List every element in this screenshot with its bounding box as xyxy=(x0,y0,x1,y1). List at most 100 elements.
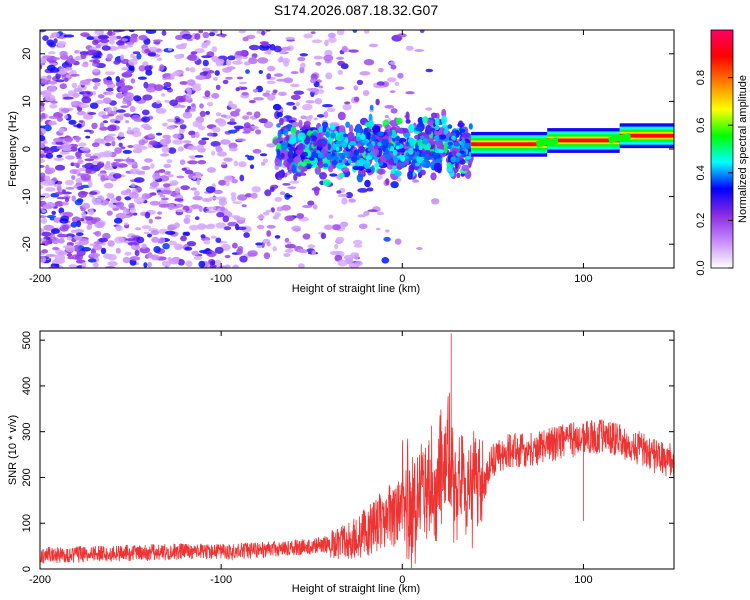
spectrogram-cell xyxy=(140,123,151,129)
spectrogram-cell xyxy=(337,69,343,76)
spectrogram-cell xyxy=(76,167,88,172)
spectrogram-cell xyxy=(107,133,116,137)
spectrogram-cell xyxy=(311,39,323,44)
spectrogram-cell xyxy=(173,243,183,251)
spectrogram-cell xyxy=(231,195,237,202)
spectrogram-cell xyxy=(366,131,371,140)
spectrogram-cell xyxy=(447,141,453,146)
spectrogram-cell xyxy=(48,120,57,126)
spectrogram-cell xyxy=(394,81,400,87)
snr-y-tick-label: 0 xyxy=(21,566,33,572)
spectrogram-cell xyxy=(239,174,245,182)
spectrogram-cell xyxy=(61,151,70,155)
spectrogram-cell xyxy=(363,59,375,66)
spectrogram-cell xyxy=(217,120,227,124)
spectrogram-cell xyxy=(193,190,200,197)
spectrogram-cell xyxy=(154,216,162,220)
spectrogram-cell xyxy=(166,125,176,130)
spectrogram-cell xyxy=(266,80,276,85)
spectrogram-cell xyxy=(40,172,46,179)
spectrogram-cell xyxy=(164,265,169,268)
spectrogram-cell xyxy=(186,88,192,95)
spectrogram-cell xyxy=(311,250,317,255)
spectrogram-cell xyxy=(372,147,379,157)
spectrogram-cell xyxy=(240,86,248,91)
spectrogram-cell xyxy=(221,161,227,166)
spectrogram-cell xyxy=(384,115,389,119)
spectrogram-cell xyxy=(249,99,256,104)
spectrogram-cell xyxy=(46,215,57,219)
spectrogram-cell xyxy=(236,248,243,255)
spectrogram-cell xyxy=(159,138,171,146)
spectrogram-cell xyxy=(48,115,59,119)
spectrogram-cell xyxy=(335,140,343,145)
spectrogram-cell xyxy=(201,55,212,59)
spectrogram-cell xyxy=(40,180,52,186)
spectrogram-cell xyxy=(72,146,78,152)
spectrogram-cell xyxy=(277,170,284,179)
spectrogram-cell xyxy=(149,200,161,206)
spectrogram-cell xyxy=(75,177,83,184)
snr-frame xyxy=(39,330,675,570)
spectrogram-cell xyxy=(214,70,220,76)
spectrogram-cell xyxy=(126,238,136,242)
spectrogram-cell xyxy=(397,33,407,38)
spectrogram-cell xyxy=(224,264,231,268)
spectrogram-cell xyxy=(464,155,472,160)
spectrogram-cell xyxy=(121,67,130,71)
spectrogram-cell xyxy=(64,136,74,142)
spectrogram-cell xyxy=(191,204,201,209)
spectrogram-cell xyxy=(89,155,99,159)
spectrogram-cell xyxy=(451,135,456,140)
spectrogram-cell xyxy=(300,62,306,69)
spectrogram-cell xyxy=(41,112,46,119)
spectrogram-cell xyxy=(58,207,65,214)
spectrogram-cell xyxy=(227,55,236,61)
spectrogram-cell xyxy=(245,69,250,74)
spectrogram-cell xyxy=(218,199,228,206)
spectrogram-cell xyxy=(104,163,111,169)
colorbar-tick-label: 0.6 xyxy=(695,118,707,133)
spectrogram-cell xyxy=(368,43,379,48)
spectrogram-cell xyxy=(258,118,268,124)
spectrogram-cell xyxy=(190,187,197,191)
spectrogram-cell xyxy=(277,129,282,139)
spectrogram-cell xyxy=(220,206,226,212)
spectrogram-cell xyxy=(222,215,230,223)
spectrogram-cell xyxy=(235,87,240,92)
spectrogram-cell xyxy=(49,62,58,66)
spectrogram-cell xyxy=(223,226,232,231)
spectrogram-cell xyxy=(369,104,374,111)
spectrogram-cell xyxy=(329,250,340,256)
spectrogram-cell xyxy=(106,192,112,199)
spectrogram-cell xyxy=(87,180,93,188)
spectrogram-cell xyxy=(257,57,269,64)
snr-x-label: Height of straight line (km) xyxy=(292,583,420,595)
spectrogram-cell xyxy=(176,175,185,179)
spectrogram-cell xyxy=(357,165,365,171)
spectrogram-cell xyxy=(236,76,244,80)
spectrogram-cell xyxy=(40,158,46,163)
spectrogram-y-tick-label: 20 xyxy=(21,48,33,60)
spectrogram-cell xyxy=(206,40,211,46)
spectrogram-cell xyxy=(365,168,372,173)
spectrogram-cell xyxy=(155,108,167,114)
spectrogram-cell xyxy=(168,147,177,154)
spectrogram-cell xyxy=(251,53,258,59)
spectrogram-cell xyxy=(281,46,291,51)
spectrogram-cell xyxy=(160,190,172,195)
spectrogram-cell xyxy=(128,59,138,66)
spectrogram-cell xyxy=(408,148,414,155)
spectrogram-cell xyxy=(123,113,131,118)
spectrogram-cell xyxy=(196,144,205,152)
spectrogram-cell xyxy=(358,223,368,230)
spectrogram-cell xyxy=(138,34,148,41)
spectrogram-cell xyxy=(201,197,212,202)
spectrogram-cell xyxy=(412,179,419,183)
spectrogram-cell xyxy=(172,139,184,145)
spectrogram-cell xyxy=(195,171,202,179)
spectrogram-cell xyxy=(420,135,425,140)
spectrogram-cell xyxy=(450,156,457,163)
spectrogram-cell xyxy=(316,150,321,154)
spectrogram-cell xyxy=(124,251,132,256)
